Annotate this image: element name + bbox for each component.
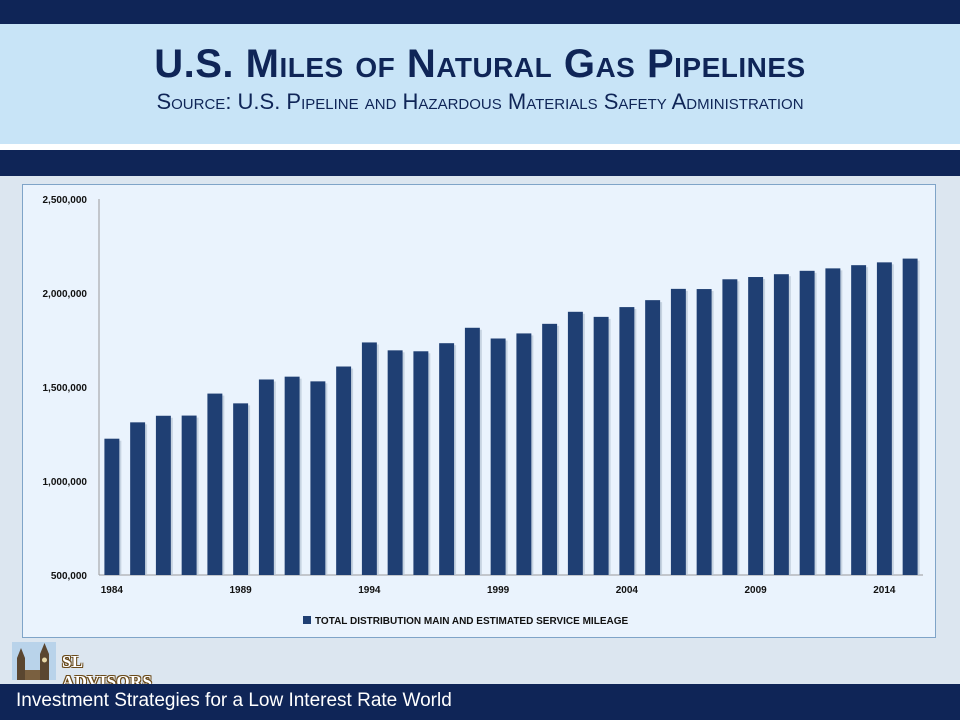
bar: [130, 422, 146, 575]
bar: [722, 279, 738, 575]
bar: [773, 274, 789, 575]
footer-tagline: Investment Strategies for a Low Interest…: [16, 690, 452, 711]
y-tick-label: 1,000,000: [43, 477, 88, 488]
bar: [876, 262, 892, 575]
bar: [593, 316, 609, 575]
bar: [464, 327, 480, 575]
bar: [258, 379, 274, 575]
bar: [233, 403, 249, 575]
legend-label: TOTAL DISTRIBUTION MAIN AND ESTIMATED SE…: [315, 616, 628, 627]
bar: [336, 366, 352, 575]
top-banner: [0, 0, 960, 24]
bar: [542, 323, 558, 575]
x-tick-label: 1984: [101, 585, 124, 596]
x-tick-label: 1989: [230, 585, 253, 596]
bar: [310, 381, 326, 575]
y-tick-label: 2,500,000: [43, 195, 88, 206]
bar: [181, 415, 197, 575]
x-tick-label: 2009: [745, 585, 768, 596]
bar: [155, 415, 171, 575]
big-ben-icon: [12, 642, 56, 680]
bar: [619, 307, 635, 575]
x-tick-label: 1999: [487, 585, 510, 596]
bar: [748, 277, 764, 575]
bar: [567, 311, 583, 575]
divider-bar: [0, 150, 960, 176]
chart-area: 500,000 1,000,000 1,500,000 2,000,000 2,500,…: [22, 184, 936, 638]
bar-chart: 500,000 1,000,000 1,500,000 2,000,000 2,500,…: [43, 195, 923, 627]
footer: Investment Strategies for a Low Interest…: [0, 684, 960, 720]
bar: [670, 288, 686, 575]
bar: [851, 265, 867, 575]
x-tick-label: 1994: [358, 585, 381, 596]
bar: [696, 289, 712, 575]
bar: [207, 393, 223, 575]
bar: [516, 333, 532, 575]
bar: [825, 268, 841, 575]
bar: [902, 258, 918, 575]
title-band: U.S. Miles of Natural Gas Pipelines Sour…: [0, 24, 960, 144]
x-tick-label: 2004: [616, 585, 639, 596]
divider: [0, 144, 960, 150]
bar: [413, 351, 429, 575]
bar: [284, 376, 300, 575]
y-tick-label: 500,000: [51, 571, 88, 582]
slide-subtitle: Source: U.S. Pipeline and Hazardous Mate…: [156, 89, 804, 114]
bar: [387, 350, 403, 575]
x-tick-label: 2014: [873, 585, 896, 596]
bar: [361, 342, 377, 575]
bar: [439, 343, 455, 575]
bar: [104, 438, 120, 575]
y-tick-label: 1,500,000: [43, 383, 88, 394]
slide-title: U.S. Miles of Natural Gas Pipelines: [154, 42, 806, 86]
bar: [490, 338, 506, 575]
legend-swatch: [303, 616, 311, 624]
company-logo: SL ADVISORS: [12, 642, 172, 691]
bar: [645, 300, 661, 575]
bar: [799, 270, 815, 575]
y-tick-label: 2,000,000: [43, 289, 88, 300]
